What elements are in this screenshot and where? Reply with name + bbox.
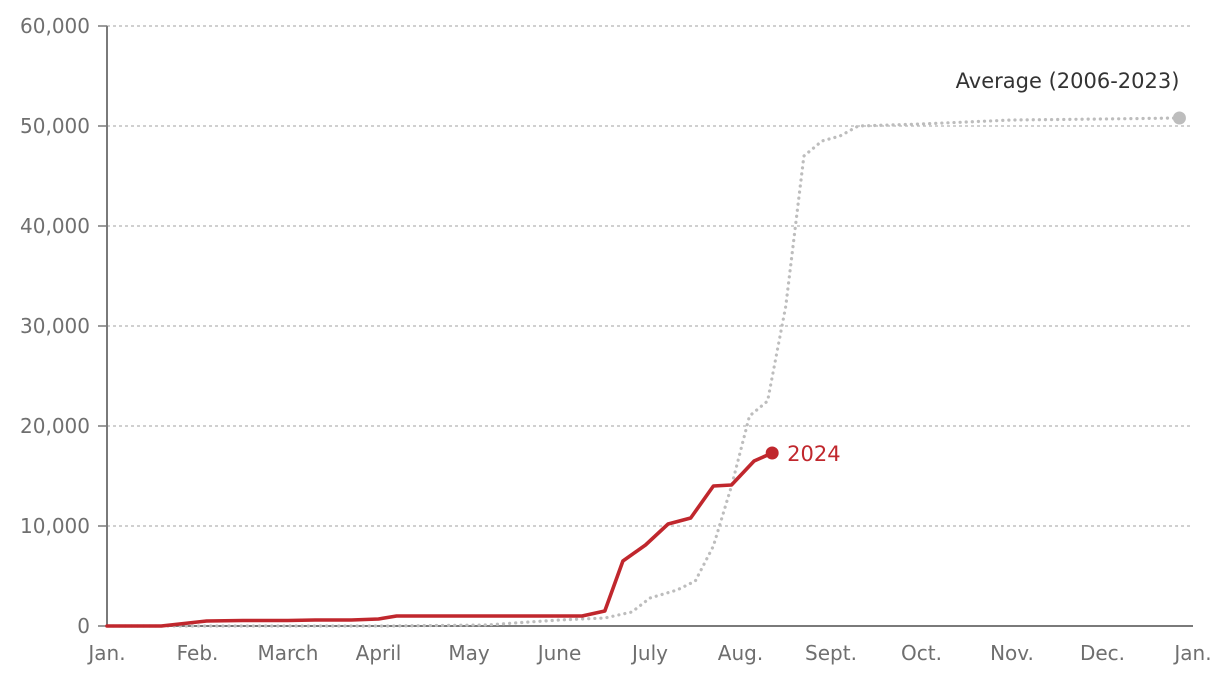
series-layer <box>105 111 1186 628</box>
average-end-point <box>1172 111 1186 125</box>
x-tick-label: Nov. <box>990 641 1034 665</box>
x-tick-label: May <box>448 641 490 665</box>
label-layer: Average (2006-2023) 2024 <box>787 69 1179 466</box>
axis-layer: 0 10,000 20,000 30,000 40,000 50,000 60,000 Jan… <box>20 14 1212 665</box>
y-tick-label: 10,000 <box>20 514 90 538</box>
x-tick-label: Oct. <box>901 641 942 665</box>
y-tick-label: 40,000 <box>20 214 90 238</box>
y-tick-label: 60,000 <box>20 14 90 38</box>
x-tick-label: Feb. <box>177 641 219 665</box>
x-tick-label: July <box>630 641 668 665</box>
y-tick-label: 50,000 <box>20 114 90 138</box>
y-tick-label: 0 <box>77 614 90 638</box>
series-2024-end-point <box>765 446 779 460</box>
y-tick-label: 20,000 <box>20 414 90 438</box>
x-tick-label: Jan. <box>86 641 125 665</box>
x-tick-label: Dec. <box>1080 641 1125 665</box>
grid-layer <box>107 25 1193 527</box>
average-label: Average (2006-2023) <box>956 69 1180 93</box>
average-line <box>105 116 1182 628</box>
y-tick-label: 30,000 <box>20 314 90 338</box>
series-2024-line <box>105 451 775 628</box>
series-2024-label: 2024 <box>787 442 840 466</box>
x-tick-label: Sept. <box>805 641 857 665</box>
x-tick-label: April <box>356 641 402 665</box>
x-tick-label: Aug. <box>718 641 763 665</box>
x-tick-label: Jan. <box>1172 641 1211 665</box>
x-tick-label: March <box>258 641 319 665</box>
x-tick-label: June <box>536 641 582 665</box>
